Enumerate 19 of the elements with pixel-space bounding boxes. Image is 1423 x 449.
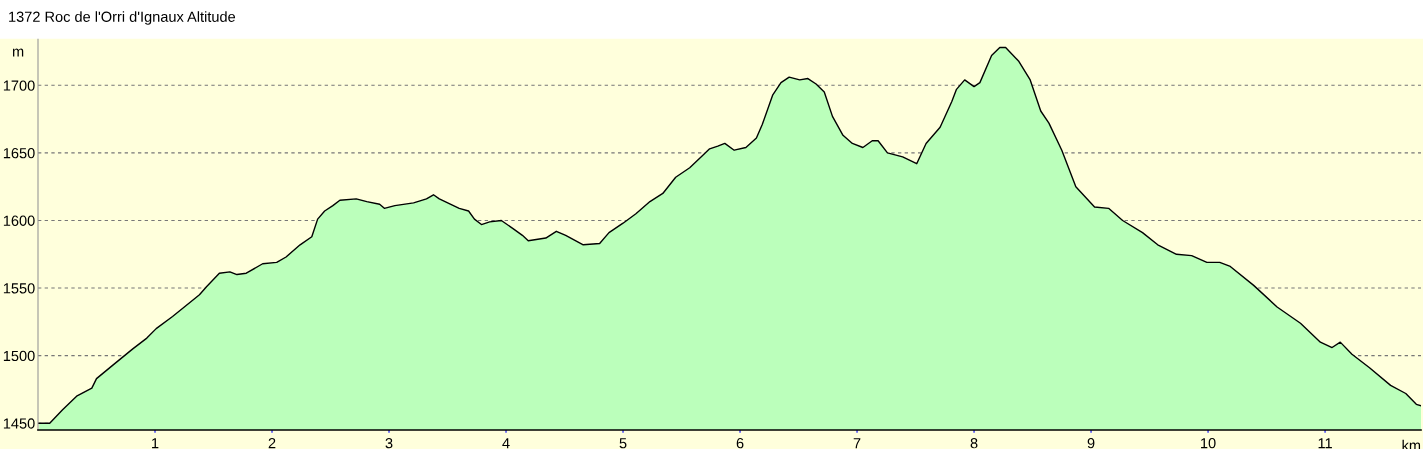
x-tick-label: 7 (853, 438, 861, 449)
x-tick-label: 8 (970, 438, 978, 449)
x-tick-label: 2 (268, 438, 276, 449)
x-tick-label: 11 (1318, 438, 1332, 449)
y-tick-label: 1500 (3, 350, 35, 362)
y-tick-label: 1600 (3, 215, 35, 226)
x-tick-label: 1 (152, 438, 159, 449)
chart-title: 1372 Roc de l'Orri d'Ignaux Altitude (9, 11, 236, 25)
x-tick-label: 9 (1087, 438, 1095, 449)
x-tick-label: 3 (385, 438, 393, 449)
x-tick-label: 6 (736, 438, 744, 449)
y-tick-label: 1650 (3, 148, 35, 159)
y-tick-label: 1550 (3, 283, 35, 294)
x-tick-label: 4 (502, 438, 510, 449)
y-tick-label: 1700 (3, 80, 35, 91)
x-tick-label: 5 (619, 438, 627, 449)
x-tick-label: 10 (1201, 438, 1216, 449)
y-tick-label: 1450 (3, 418, 35, 429)
y-axis-title: m (12, 48, 24, 57)
